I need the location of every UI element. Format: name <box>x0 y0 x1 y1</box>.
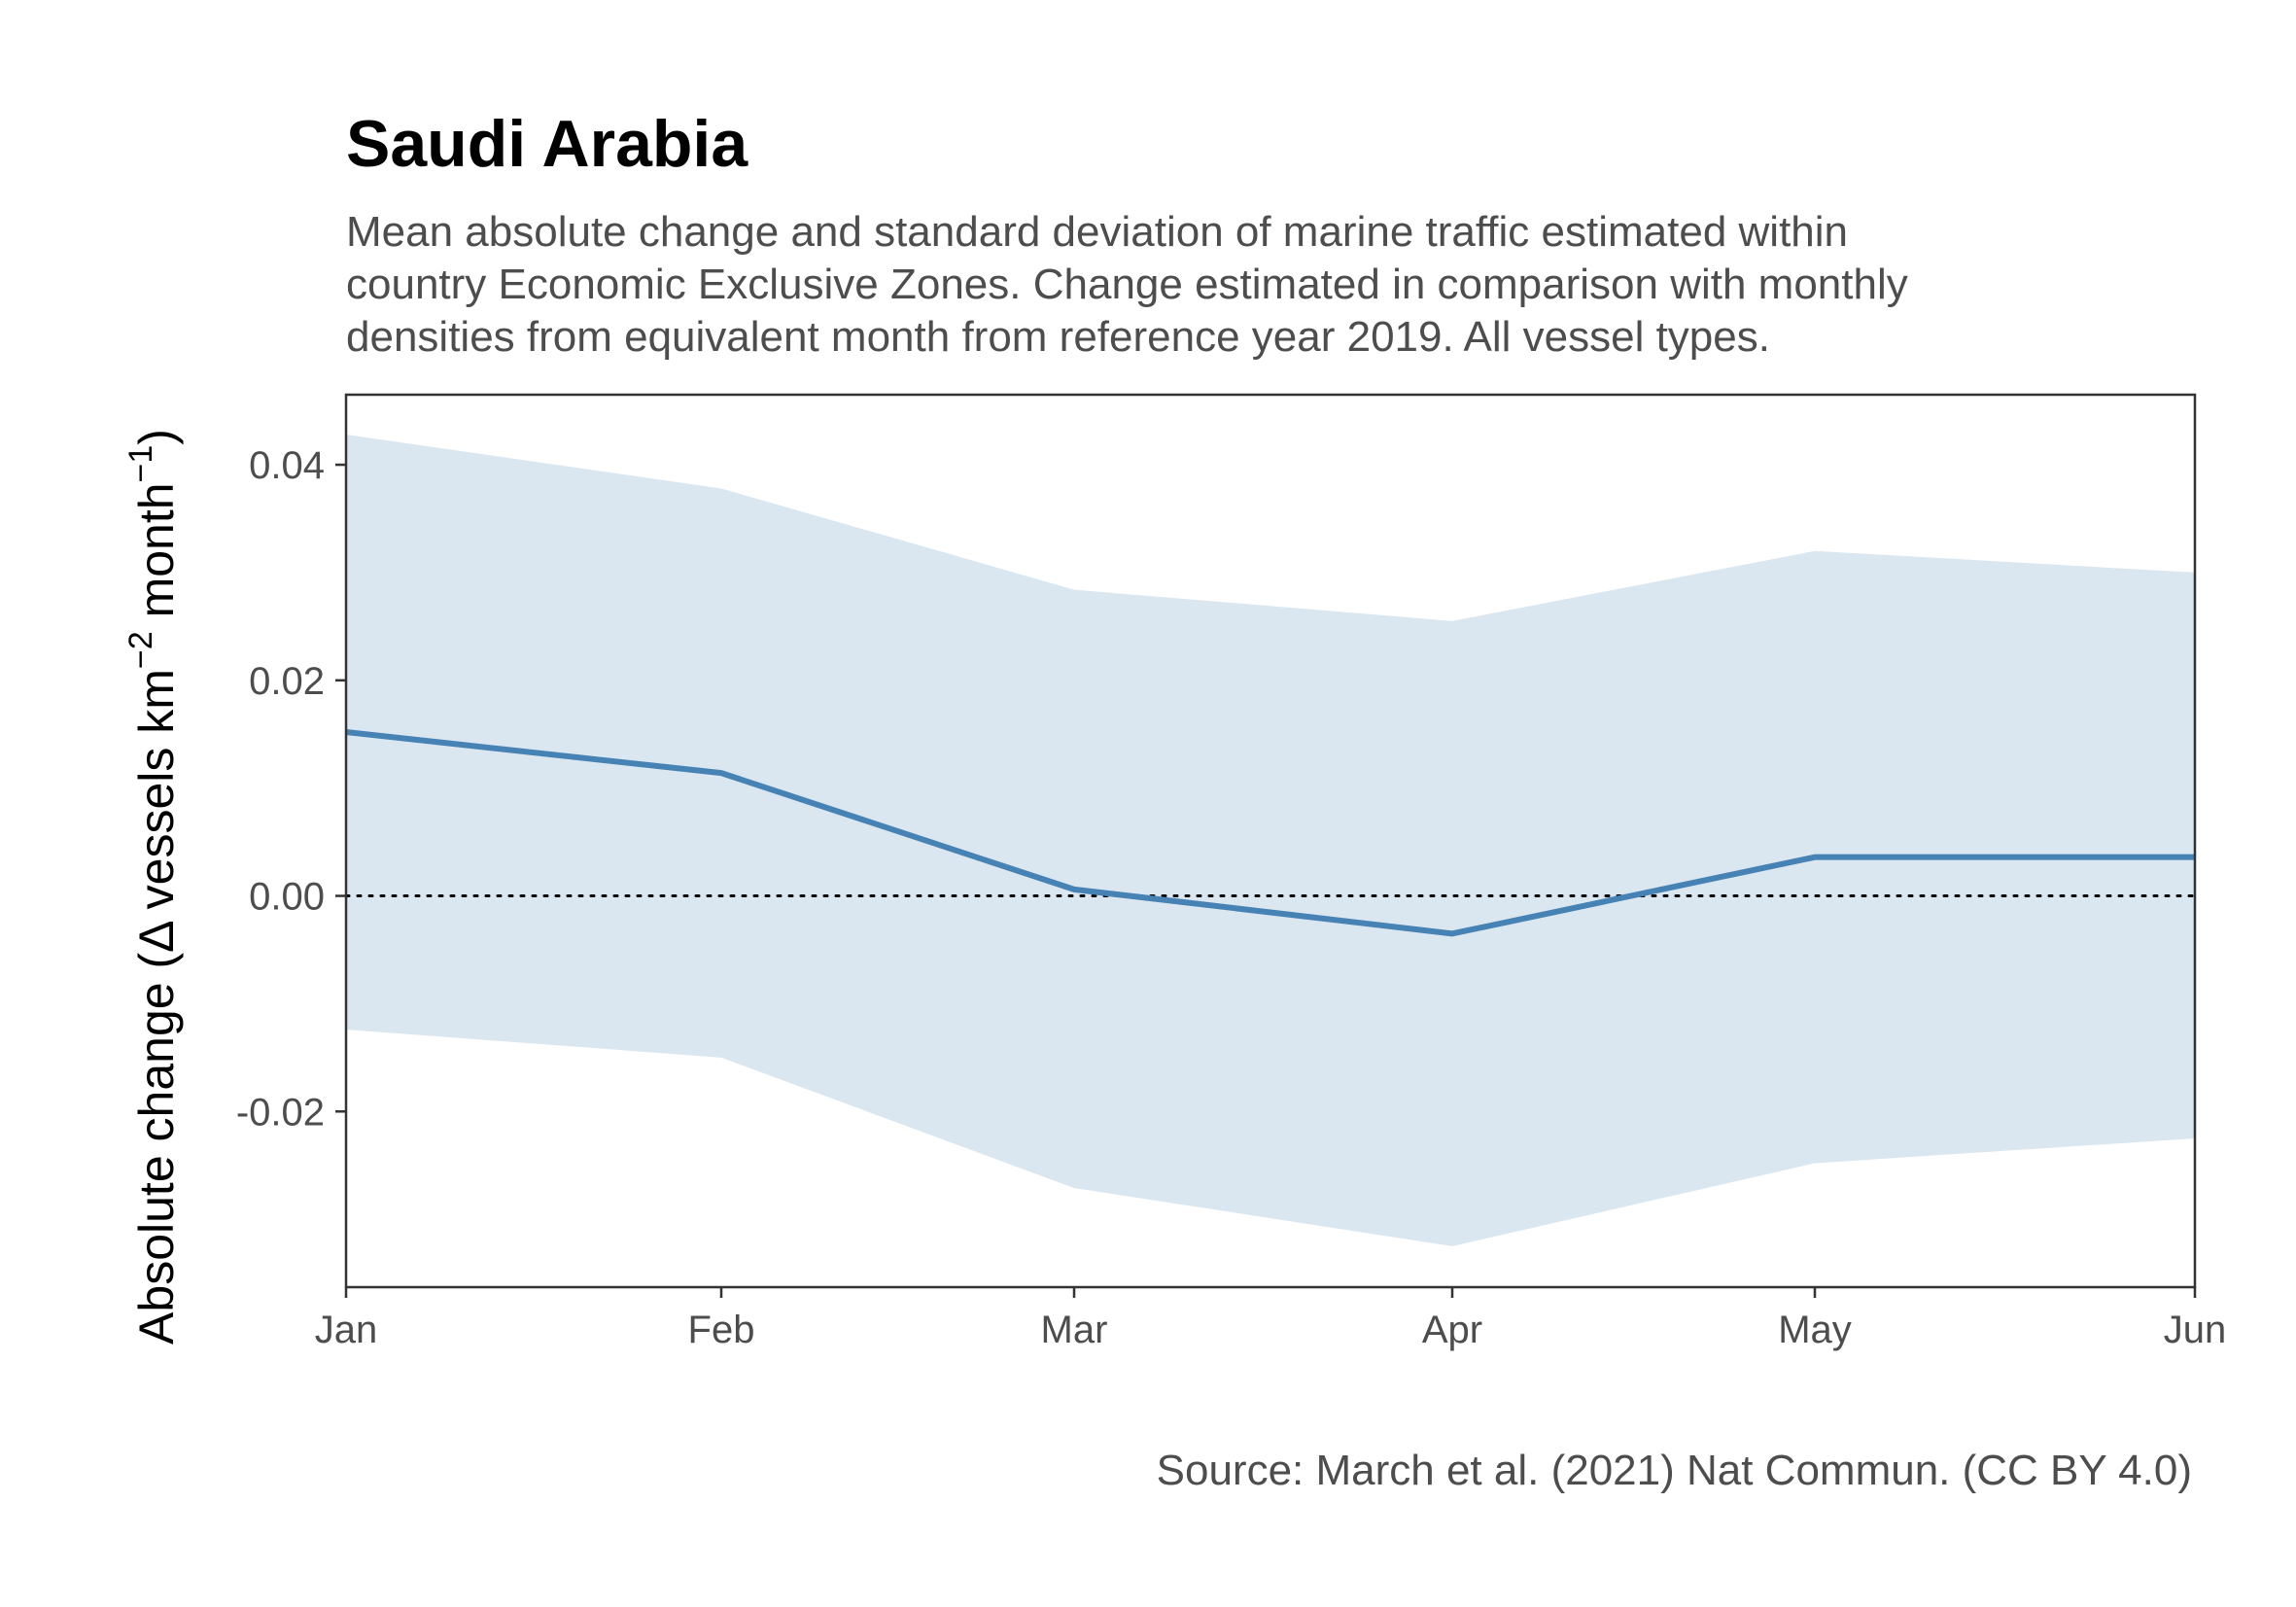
y-tick-label: -0.02 <box>236 1091 325 1134</box>
y-tick-label: 0.00 <box>249 876 325 919</box>
mean-line <box>345 729 2195 937</box>
y-axis-label-exponent: −2 <box>122 631 159 669</box>
sd-ribbon <box>346 435 2195 1246</box>
subtitle-line: country Economic Exclusive Zones. Change… <box>346 261 1908 308</box>
x-tick-label: Apr <box>1422 1309 1482 1351</box>
x-tick-label: Jan <box>315 1309 378 1351</box>
plot-panel-border <box>344 393 2197 1289</box>
y-axis-label-units: vessels km <box>129 669 184 923</box>
x-tick-label: Jun <box>2164 1309 2227 1351</box>
chart-subtitle: Mean absolute change and standard deviat… <box>346 206 2193 364</box>
subtitle-line: Mean absolute change and standard deviat… <box>346 208 1849 256</box>
y-axis-label-units: month <box>129 482 184 631</box>
x-tick-label: Feb <box>688 1309 755 1351</box>
y-tick-label: 0.02 <box>249 660 325 703</box>
y-axis-label-prefix: Absolute change ( <box>129 953 184 1345</box>
y-axis-label-exponent: −1 <box>122 445 159 483</box>
y-tick-label: 0.04 <box>249 444 325 487</box>
x-tick-label: May <box>1778 1309 1852 1351</box>
y-axis-label: Absolute change (Δ vessels km−2 month−1) <box>122 429 184 1345</box>
source-caption: Source: March et al. (2021) Nat Commun. … <box>1156 1447 2192 1494</box>
y-axis-label-suffix: ) <box>129 429 184 445</box>
chart-title: Saudi Arabia <box>346 107 748 181</box>
y-axis-label-delta: Δ <box>129 922 184 953</box>
subtitle-line: densities from equivalent month from ref… <box>346 313 1770 361</box>
x-tick-label: Mar <box>1041 1309 1108 1351</box>
plot-layer: 0.04 0.02 0.00 -0.02 Jan Feb Mar Apr May Jun <box>236 393 2227 1351</box>
